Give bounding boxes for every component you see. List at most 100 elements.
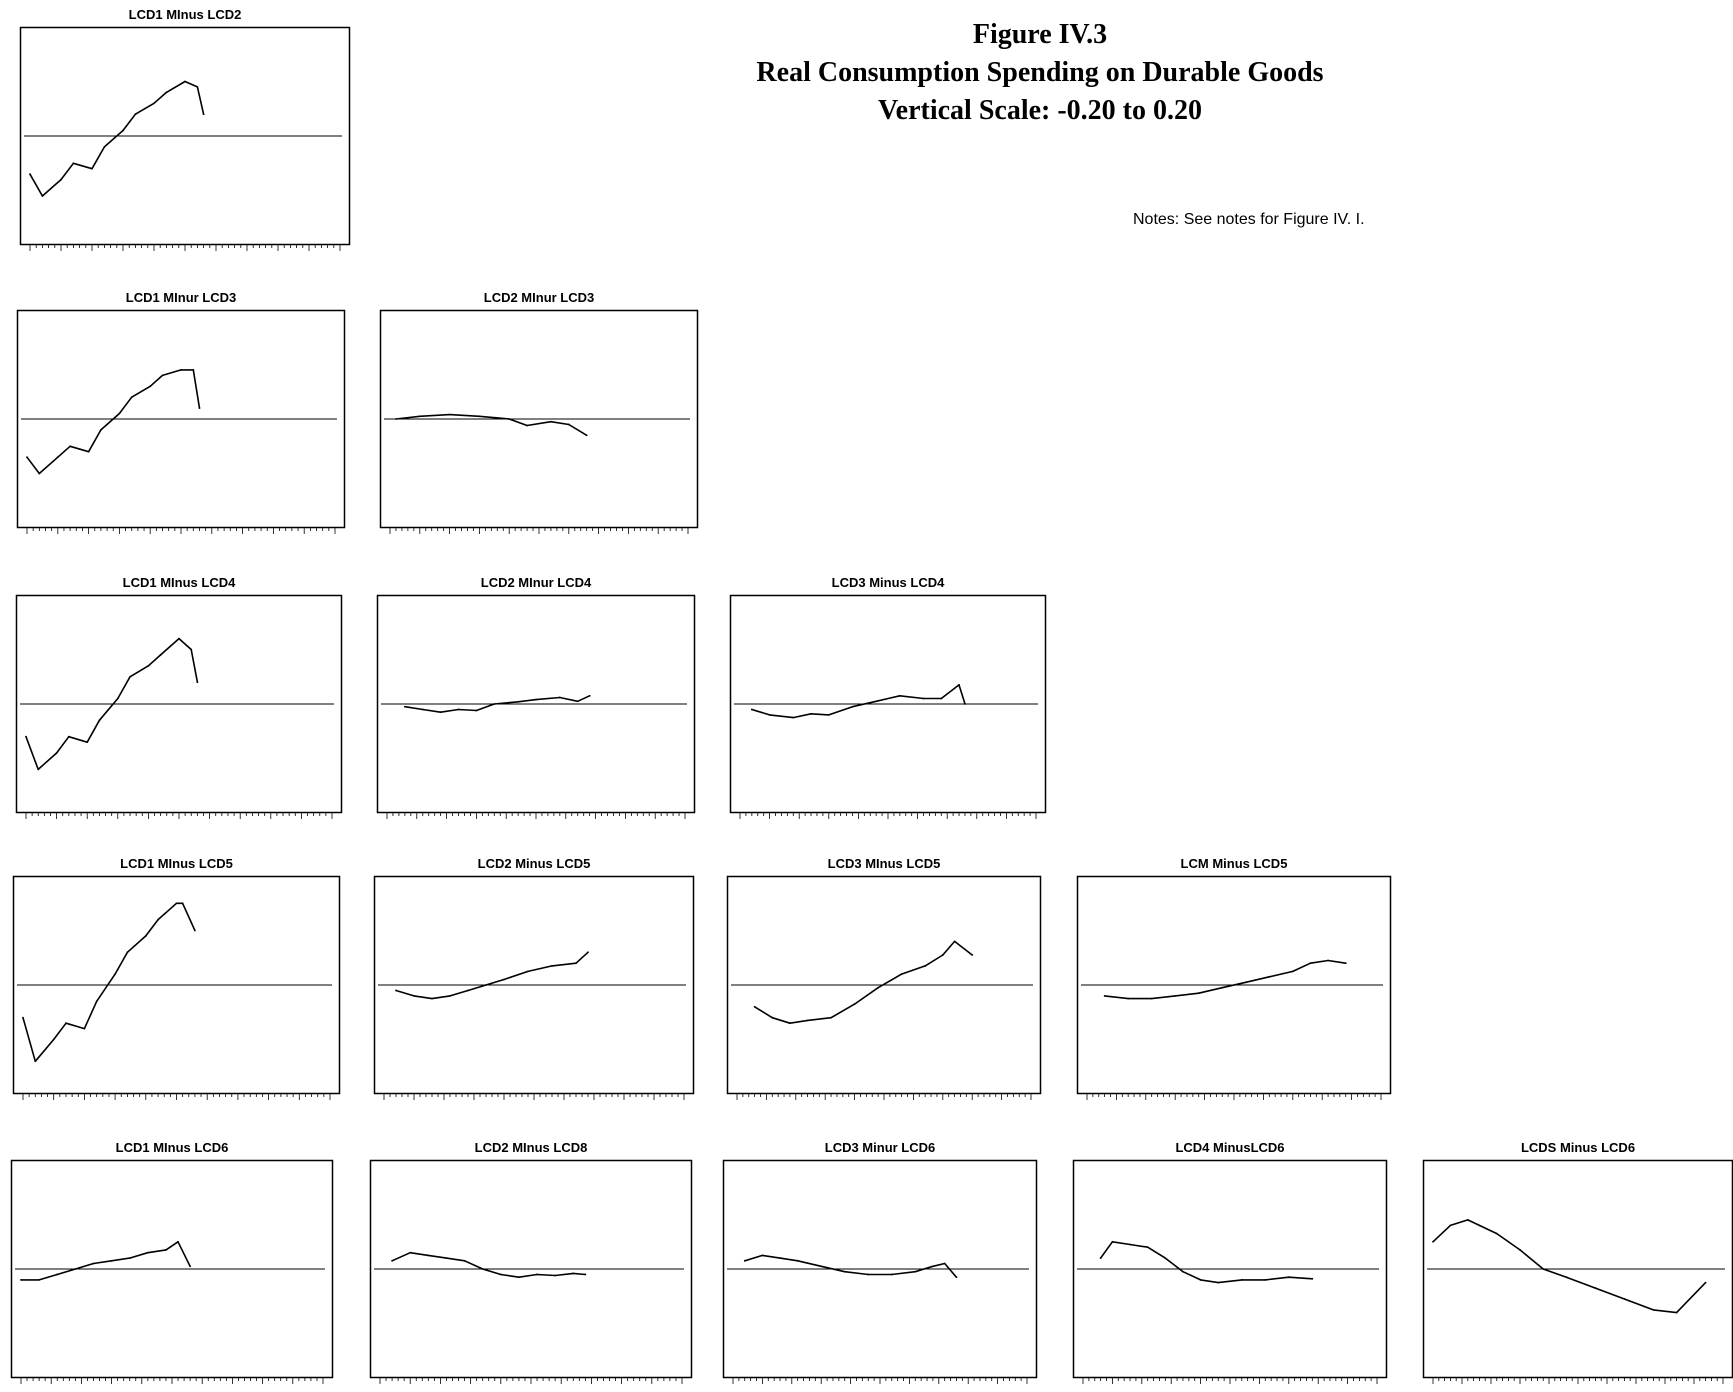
- data-point: [924, 965, 927, 967]
- data-point: [180, 369, 182, 371]
- chart-svg: [376, 594, 696, 819]
- figure-title: Figure IV.3: [972, 19, 1108, 50]
- data-point: [72, 162, 75, 165]
- data-point: [900, 973, 903, 975]
- data-point: [91, 167, 93, 170]
- plot-frame: [1072, 1159, 1388, 1379]
- data-point: [391, 1259, 393, 1262]
- figure-notes: Notes: See notes for Figure IV. I.: [1133, 211, 1365, 228]
- chart-svg: [12, 875, 341, 1100]
- data-point: [92, 1262, 95, 1265]
- chart-title: LCD2 MInur LCD3: [483, 290, 595, 305]
- data-point: [116, 697, 119, 700]
- data-point: [1495, 1232, 1498, 1235]
- data-point: [585, 434, 588, 437]
- chart-svg: [1076, 875, 1392, 1100]
- data-point: [478, 415, 481, 418]
- data-point: [508, 418, 511, 420]
- chart-title: LCDS Minus LCD6: [1520, 1140, 1636, 1155]
- data-point: [1466, 1219, 1469, 1221]
- data-point: [178, 637, 180, 640]
- data-point: [940, 697, 943, 700]
- data-point: [941, 954, 944, 956]
- chart-panel: LCD1 MInus LCD6: [10, 1140, 334, 1384]
- plot-frame: [722, 1159, 1038, 1379]
- data-point: [55, 752, 58, 754]
- data-point: [1164, 1257, 1167, 1259]
- series-line: [22, 902, 196, 1063]
- chart-panel: LCD2 MInus LCD8: [369, 1140, 693, 1384]
- data-point: [41, 195, 44, 197]
- data-point: [60, 178, 62, 181]
- data-point: [503, 978, 505, 981]
- data-point: [190, 648, 193, 651]
- series-line: [395, 951, 589, 1000]
- plot-frame: [1076, 875, 1392, 1095]
- data-point: [558, 696, 561, 699]
- plot-frame: [726, 875, 1042, 1095]
- data-point: [867, 1273, 870, 1276]
- data-point: [20, 1279, 22, 1281]
- data-point: [535, 698, 537, 701]
- data-point: [1182, 1270, 1184, 1273]
- data-point: [567, 423, 570, 426]
- data-point: [26, 456, 28, 459]
- chart-title: LCD3 Minus LCD4: [831, 575, 945, 590]
- data-point: [129, 675, 131, 678]
- data-point: [922, 697, 925, 700]
- data-point: [431, 997, 433, 1000]
- figure-scale-note: Vertical Scale: -0.20 to 0.20: [878, 95, 1202, 126]
- data-point: [750, 708, 753, 711]
- data-point: [485, 984, 487, 986]
- chart-title: LCD1 MInur LCD3: [125, 290, 237, 305]
- plot-frame: [729, 594, 1047, 814]
- data-point: [1344, 962, 1347, 965]
- data-point: [52, 1038, 55, 1041]
- data-point: [74, 1268, 77, 1270]
- chart-svg: [16, 309, 346, 534]
- data-point: [448, 413, 451, 416]
- data-point: [110, 1259, 113, 1262]
- data-point: [196, 86, 199, 88]
- data-point: [1291, 970, 1294, 973]
- data-point: [427, 1254, 430, 1257]
- chart-panel: LCD2 MInur LCD4: [376, 575, 696, 819]
- data-point: [1311, 1277, 1314, 1280]
- plot-frame: [379, 309, 699, 529]
- data-point: [771, 1016, 774, 1019]
- data-point: [1652, 1308, 1655, 1311]
- series-line: [751, 684, 966, 719]
- data-point: [126, 951, 129, 954]
- data-point: [806, 1019, 809, 1022]
- data-point: [86, 741, 89, 744]
- data-point: [403, 705, 406, 708]
- chart-svg: [19, 26, 351, 251]
- data-point: [395, 989, 397, 992]
- data-point: [192, 369, 195, 371]
- series-line: [29, 80, 205, 197]
- data-point: [421, 708, 424, 711]
- data-point: [418, 415, 421, 418]
- data-point: [493, 703, 496, 705]
- chart-svg: [369, 1159, 693, 1384]
- data-point: [83, 1027, 86, 1030]
- chart-title: LCD4 MinusLCD6: [1175, 1140, 1285, 1155]
- chart-title: LCD1 MInus LCD4: [122, 575, 236, 590]
- data-point: [114, 973, 116, 975]
- chart-title: LCD1 MInus LCD5: [120, 856, 233, 871]
- data-point: [153, 102, 155, 105]
- data-point: [890, 1273, 893, 1276]
- chart-panel: LCD3 Minus LCD4: [729, 575, 1047, 819]
- data-point: [56, 456, 59, 459]
- chart-panel: LCD3 Minur LCD6: [722, 1140, 1038, 1384]
- figure-header: Figure IV.3 Real Consumption Spending on…: [690, 16, 1390, 130]
- data-point: [1309, 962, 1312, 965]
- plot-frame: [10, 1159, 334, 1379]
- data-point: [1264, 1279, 1267, 1281]
- data-point: [439, 711, 442, 714]
- data-point: [69, 445, 72, 448]
- chart-title: LCD3 MInus LCD5: [827, 856, 941, 871]
- data-point: [768, 714, 771, 716]
- data-point: [914, 1270, 917, 1273]
- data-point: [149, 385, 152, 388]
